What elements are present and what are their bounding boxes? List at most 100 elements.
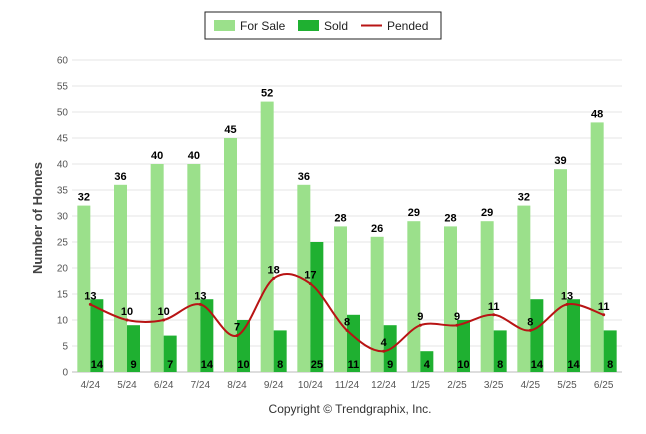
data-label-sold: 7	[167, 359, 173, 371]
bar-for-sale[interactable]	[517, 205, 531, 372]
y-tick-label: 55	[57, 82, 69, 93]
bar-sold[interactable]	[347, 314, 360, 372]
data-label-sold: 4	[424, 359, 431, 371]
x-tick-label: 7/24	[191, 380, 211, 391]
pended-point[interactable]	[382, 349, 386, 353]
pended-point[interactable]	[565, 302, 569, 306]
y-axis-ticks: 0 5 10 15 20 25 30 35 40 45 50 55 60	[57, 56, 69, 379]
pended-point[interactable]	[125, 318, 129, 322]
data-label-for-sale: 28	[334, 212, 346, 224]
x-axis-ticks: 4/24 5/24 6/24 7/24 8/24 9/24 10/24 11/24 12/24 1…	[81, 380, 614, 391]
data-label-for-sale: 36	[298, 171, 310, 183]
bar-sold[interactable]	[200, 299, 214, 372]
bar-for-sale[interactable]	[554, 169, 567, 372]
bar-for-sale[interactable]	[187, 164, 201, 372]
x-tick-label: 1/25	[411, 380, 431, 391]
bar-for-sale[interactable]	[224, 138, 237, 372]
y-tick-label: 40	[57, 160, 69, 171]
bar-for-sale[interactable]	[260, 101, 274, 372]
data-label-pended: 9	[417, 311, 423, 323]
y-tick-label: 35	[57, 186, 69, 197]
bar-for-sale[interactable]	[370, 236, 384, 372]
data-label-sold: 14	[91, 359, 104, 371]
bar-for-sale[interactable]	[444, 226, 457, 372]
x-tick-label: 5/24	[117, 380, 137, 391]
data-label-sold: 10	[457, 359, 469, 371]
bar-sold[interactable]	[310, 242, 324, 372]
bar-for-sale[interactable]	[150, 164, 164, 372]
data-label-pended: 13	[561, 290, 573, 302]
pended-point[interactable]	[162, 318, 166, 322]
x-tick-label: 9/24	[264, 380, 284, 391]
sold-bars	[90, 242, 617, 372]
legend-swatch-sold[interactable]	[298, 20, 319, 31]
bar-for-sale[interactable]	[480, 221, 494, 372]
pended-point[interactable]	[198, 302, 202, 306]
data-label-for-sale: 40	[151, 150, 163, 162]
x-tick-label: 4/24	[81, 380, 101, 391]
bar-sold[interactable]	[603, 330, 617, 372]
data-label-for-sale: 28	[444, 212, 456, 224]
y-tick-label: 60	[57, 56, 69, 67]
data-label-for-sale: 40	[188, 150, 200, 162]
pended-point[interactable]	[492, 313, 496, 317]
pended-point[interactable]	[418, 323, 422, 327]
pended-point[interactable]	[235, 334, 239, 338]
y-axis-title: Number of Homes	[30, 162, 45, 274]
bar-sold[interactable]	[127, 325, 140, 372]
data-label-for-sale: 48	[591, 108, 603, 120]
pended-point[interactable]	[602, 313, 606, 317]
pended-point[interactable]	[88, 302, 92, 306]
bar-sold[interactable]	[163, 335, 177, 372]
legend-swatch-for-sale[interactable]	[214, 20, 235, 31]
data-label-pended: 13	[194, 290, 206, 302]
data-label-for-sale: 39	[554, 155, 566, 167]
pended-point[interactable]	[455, 323, 459, 327]
data-label-pended: 10	[121, 306, 133, 318]
pended-point[interactable]	[528, 328, 532, 332]
data-label-for-sale: 29	[408, 207, 420, 219]
for-sale-bars	[77, 101, 604, 373]
data-label-sold: 14	[531, 359, 544, 371]
data-label-for-sale: 52	[261, 88, 273, 100]
data-label-sold: 8	[277, 359, 283, 371]
bar-sold[interactable]	[530, 299, 544, 372]
bar-sold[interactable]	[420, 351, 434, 372]
y-tick-label: 15	[57, 290, 69, 301]
bar-sold[interactable]	[567, 299, 580, 372]
pended-point[interactable]	[308, 282, 312, 286]
data-labels: 32 14 36 9 40 7 40 14 45 10 52 8 36 25 28 11 26 9 29 4 28 10 2…	[78, 88, 614, 371]
data-label-sold: 9	[130, 359, 136, 371]
data-label-for-sale: 32	[518, 192, 530, 204]
data-label-sold: 9	[387, 359, 393, 371]
bar-sold[interactable]	[273, 330, 287, 372]
data-label-for-sale: 32	[78, 192, 90, 204]
y-tick-label: 10	[57, 316, 69, 327]
bar-sold[interactable]	[90, 299, 104, 372]
bar-for-sale[interactable]	[334, 226, 347, 372]
y-tick-label: 50	[57, 108, 69, 119]
legend-label-pended[interactable]: Pended	[387, 19, 428, 33]
x-tick-label: 5/25	[557, 380, 577, 391]
bar-for-sale[interactable]	[590, 122, 604, 373]
pended-point[interactable]	[345, 328, 349, 332]
bar-for-sale[interactable]	[77, 205, 91, 372]
data-label-pended: 10	[158, 306, 170, 318]
bar-for-sale[interactable]	[407, 221, 421, 372]
y-tick-label: 45	[57, 134, 69, 145]
legend-label-sold[interactable]: Sold	[324, 19, 348, 33]
data-label-sold: 25	[311, 359, 323, 371]
data-label-for-sale: 29	[481, 207, 493, 219]
copyright-text: Copyright © Trendgraphix, Inc.	[269, 402, 432, 416]
x-tick-label: 12/24	[371, 380, 396, 391]
data-label-sold: 14	[201, 359, 214, 371]
legend[interactable]: For Sale Sold Pended	[204, 11, 442, 40]
bar-sold[interactable]	[493, 330, 507, 372]
data-label-pended: 17	[304, 270, 316, 282]
pended-point[interactable]	[272, 276, 276, 280]
legend-label-for-sale[interactable]: For Sale	[240, 19, 286, 33]
bar-for-sale[interactable]	[114, 184, 127, 372]
bar-sold[interactable]	[457, 320, 470, 372]
data-label-sold: 14	[567, 359, 580, 371]
y-tick-label: 0	[62, 368, 68, 379]
